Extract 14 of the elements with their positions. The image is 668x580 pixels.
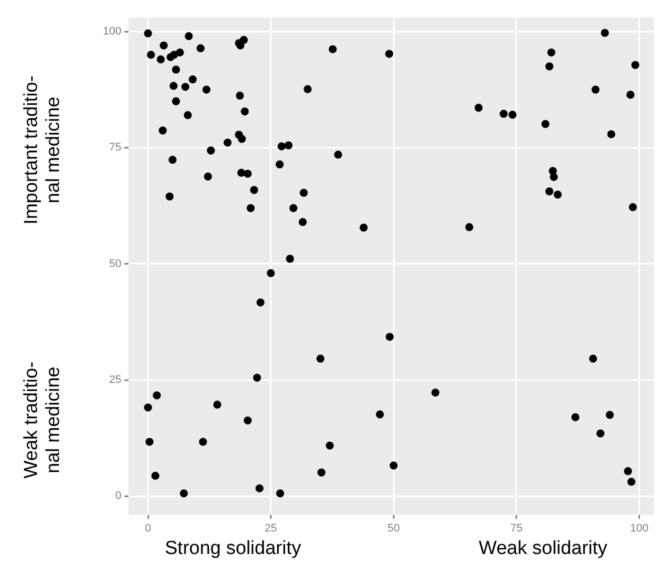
y-tick-label: 75 <box>109 142 122 154</box>
y-tick-label: 50 <box>109 258 122 270</box>
x-tick-label: 75 <box>510 522 523 534</box>
x-tick-label: 50 <box>388 522 400 534</box>
x-tick-label: 100 <box>630 522 648 534</box>
text: Strong solidarity <box>164 538 302 560</box>
text: Weak traditio- nal medicine <box>21 360 65 480</box>
text: Important traditio- nal medicine <box>21 74 65 226</box>
y-tick-label: 0 <box>115 490 122 502</box>
text: Weak solidarity <box>478 538 608 560</box>
x-tick-label: 0 <box>144 522 152 534</box>
y-tick-label: 25 <box>109 374 122 386</box>
y-tick-label: 100 <box>102 26 122 38</box>
x-tick-label: 25 <box>264 522 277 534</box>
